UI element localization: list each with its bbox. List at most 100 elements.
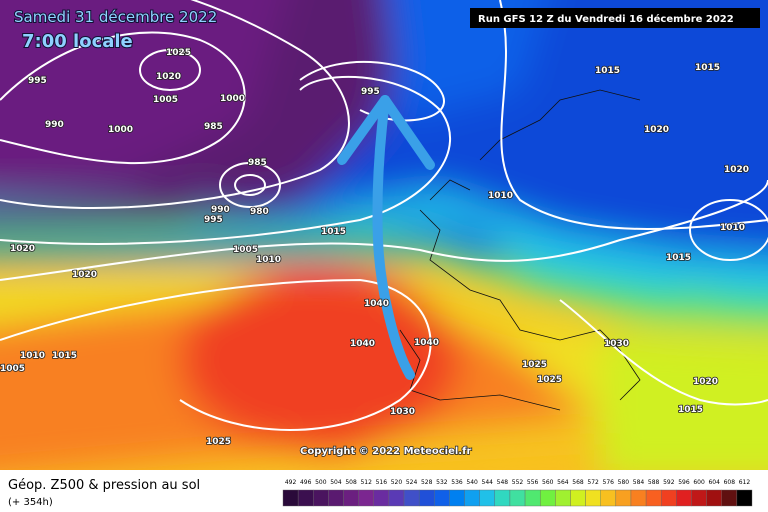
scale-swatch	[434, 489, 450, 507]
scale-swatch	[479, 489, 496, 507]
scale-label: 584	[633, 479, 645, 486]
isobar-label: 1020	[72, 270, 97, 280]
footer-title: Géop. Z500 & pression au sol	[8, 478, 200, 493]
isobar-label: 1025	[166, 48, 191, 58]
scale-swatch	[736, 489, 753, 507]
scale-swatch	[676, 489, 692, 507]
isobar-label: 1020	[10, 244, 35, 254]
scale-label: 528	[421, 479, 433, 486]
run-info: Run GFS 12 Z du Vendredi 16 décembre 202…	[478, 13, 734, 25]
isobar-label: 1020	[644, 125, 669, 135]
scale-label: 580	[618, 479, 630, 486]
scale-label: 536	[451, 479, 463, 486]
field	[0, 0, 768, 470]
isobar-label: 1000	[220, 94, 245, 104]
scale-swatch	[691, 489, 707, 507]
isobar-label: 1015	[52, 351, 77, 361]
date: Samedi 31 décembre 2022	[14, 8, 217, 26]
scale-swatch	[509, 489, 526, 507]
isobar-label: 1005	[153, 95, 178, 105]
isobar-label: 985	[204, 122, 223, 132]
isobar-label: 985	[248, 158, 267, 168]
isobars	[0, 0, 768, 431]
isobar-label: 995	[28, 76, 47, 86]
isobar-label: 1015	[595, 66, 620, 76]
isobar-label: 1025	[522, 360, 547, 370]
isobar-label: 1040	[414, 338, 439, 348]
scale-label: 500	[315, 479, 327, 486]
scale-label: 492	[285, 479, 297, 486]
isobar-label: 1015	[666, 253, 691, 263]
scale-label: 568	[572, 479, 584, 486]
scale-label: 576	[603, 479, 615, 486]
scale-label: 592	[663, 479, 675, 486]
scale-label: 496	[300, 479, 312, 486]
scale-swatch	[282, 489, 299, 507]
arrow	[337, 95, 435, 380]
isobar-label: 1005	[0, 364, 25, 374]
isobar-label: 995	[204, 215, 223, 225]
scale-swatch	[645, 489, 662, 507]
scale-swatch	[373, 489, 390, 507]
scale-label: 612	[739, 479, 751, 486]
scale-label: 556	[527, 479, 539, 486]
isobar-label: 1020	[693, 377, 718, 387]
scale-swatch	[524, 489, 541, 507]
scale-label: 596	[678, 479, 690, 486]
isobar-label: 1010	[720, 223, 745, 233]
isobar-label: 1020	[724, 165, 749, 175]
scale-label: 548	[497, 479, 509, 486]
isobar-label: 1010	[20, 351, 45, 361]
scale-label: 608	[724, 479, 736, 486]
scale-swatch	[600, 489, 617, 507]
scale-swatch	[388, 489, 405, 507]
isobar-label: 1010	[488, 191, 513, 201]
isobar-label: 1040	[364, 299, 389, 309]
run-box	[470, 8, 760, 28]
scale-label: 572	[587, 479, 599, 486]
scale-swatch	[661, 489, 677, 507]
scale-swatch	[570, 489, 586, 507]
scale-swatch	[494, 489, 511, 507]
scale-label: 532	[436, 479, 448, 486]
isobar-label: 990	[211, 205, 230, 215]
scale-swatch	[615, 489, 632, 507]
isobar-label: 1005	[233, 245, 258, 255]
scale-label: 552	[512, 479, 524, 486]
scale-swatch	[585, 489, 601, 507]
footer-lead: (+ 354h)	[8, 497, 53, 508]
copyright: Copyright © 2022 Meteociel.fr	[300, 446, 471, 457]
scale-label: 516	[376, 479, 388, 486]
scale-label: 604	[708, 479, 720, 486]
isobar-label: 1030	[604, 339, 629, 349]
scale-swatch	[418, 489, 435, 507]
scale-swatch	[297, 489, 314, 507]
scale-swatch	[313, 489, 329, 507]
isobar-label: 1025	[537, 375, 562, 385]
scale-label: 560	[542, 479, 554, 486]
isobar-label: 995	[361, 87, 380, 97]
isobar-label: 1000	[108, 125, 133, 135]
isobar-label: 1025	[206, 437, 231, 447]
scale-swatch	[403, 489, 420, 507]
scale-swatch	[449, 489, 465, 507]
isobar-label: 990	[45, 120, 64, 130]
scale-label: 512	[360, 479, 372, 486]
isobar-label: 1040	[350, 339, 375, 349]
scale-label: 524	[406, 479, 418, 486]
scale-swatch	[630, 489, 647, 507]
scale-swatch	[358, 489, 374, 507]
scale-swatch	[464, 489, 480, 507]
scale-label: 600	[693, 479, 705, 486]
scale-swatch	[721, 489, 738, 507]
scale-label: 520	[391, 479, 403, 486]
scale-label: 588	[648, 479, 660, 486]
scale-swatch	[328, 489, 344, 507]
isobar-label: 1015	[321, 227, 346, 237]
scale-label: 564	[557, 479, 569, 486]
isobar-label: 1015	[678, 405, 703, 415]
scale-label: 544	[482, 479, 494, 486]
isobar-label: 980	[250, 207, 269, 217]
